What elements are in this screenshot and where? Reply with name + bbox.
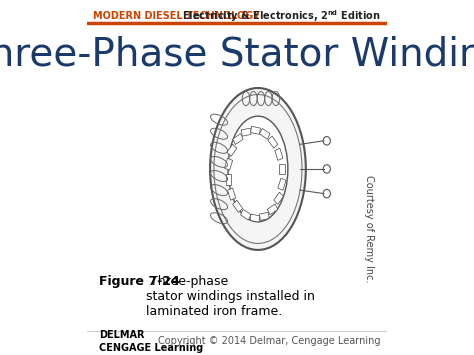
- Text: DELMAR
CENGAGE Learning: DELMAR CENGAGE Learning: [100, 330, 204, 353]
- Text: Copyright © 2014 Delmar, Cengage Learning: Copyright © 2014 Delmar, Cengage Learnin…: [158, 337, 381, 346]
- Bar: [268, 136, 278, 148]
- Bar: [279, 164, 285, 174]
- Bar: [275, 148, 283, 160]
- Bar: [260, 129, 270, 139]
- Bar: [225, 158, 233, 170]
- Bar: [233, 200, 243, 212]
- Bar: [233, 134, 243, 144]
- Bar: [240, 209, 251, 220]
- Bar: [259, 212, 269, 220]
- Bar: [226, 174, 231, 185]
- Bar: [273, 192, 283, 204]
- Text: Three-phase
stator windings installed in
laminated iron frame.: Three-phase stator windings installed in…: [146, 274, 315, 318]
- Bar: [251, 126, 260, 135]
- Text: Three-Phase Stator Winding: Three-Phase Stator Winding: [0, 36, 474, 73]
- Ellipse shape: [210, 88, 306, 250]
- Text: Figure 7-24: Figure 7-24: [100, 274, 180, 288]
- Bar: [228, 188, 236, 200]
- Text: Electricity & Electronics, 2$^{\mathregular{nd}}$ Edition: Electricity & Electronics, 2$^{\mathregu…: [182, 8, 381, 24]
- Bar: [250, 214, 260, 222]
- Ellipse shape: [228, 116, 288, 222]
- Text: MODERN DIESEL TECHNOLOGY: MODERN DIESEL TECHNOLOGY: [93, 11, 260, 21]
- Bar: [227, 144, 237, 156]
- Bar: [278, 178, 286, 190]
- Bar: [267, 204, 278, 215]
- Text: Courtesy of Remy Inc.: Courtesy of Remy Inc.: [364, 175, 374, 283]
- Bar: [241, 128, 251, 136]
